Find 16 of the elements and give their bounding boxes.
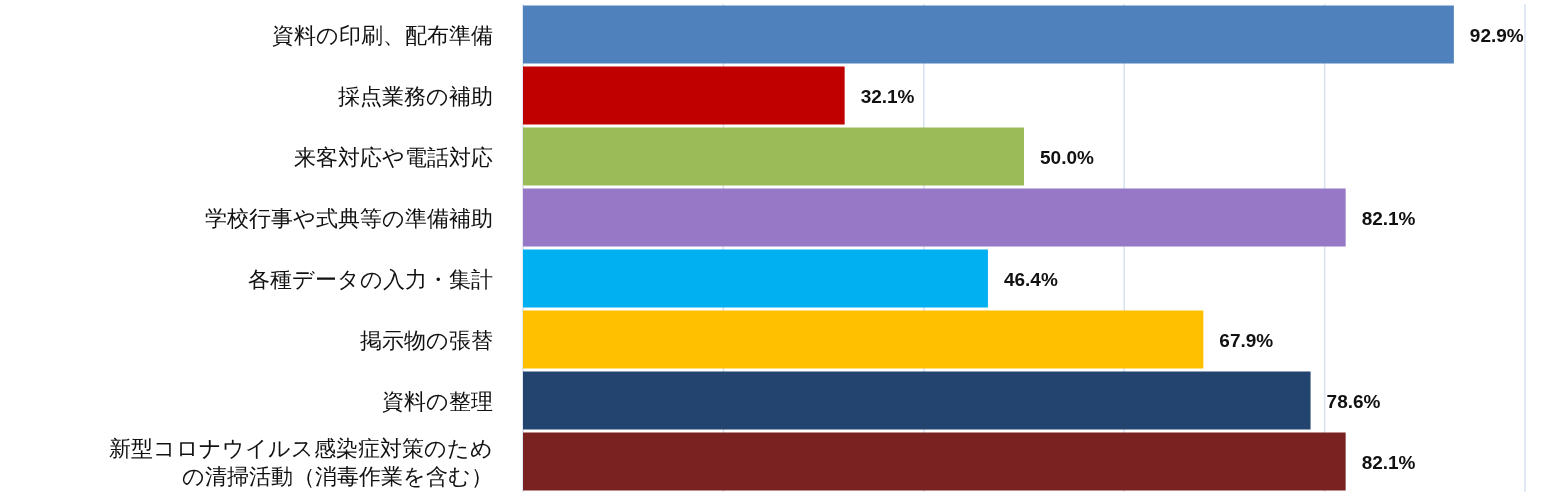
- y-tick-label: 資料の印刷、配布準備: [272, 22, 493, 48]
- data-label: 82.1%: [1361, 451, 1416, 473]
- y-tick-label: 来客対応や電話対応: [294, 144, 493, 170]
- y-tick-label: 採点業務の補助: [338, 83, 493, 109]
- data-label: 50.0%: [1040, 146, 1094, 168]
- y-tick-label: 資料の整理: [382, 388, 493, 414]
- data-label: 32.1%: [860, 85, 915, 107]
- data-label: 78.6%: [1326, 390, 1381, 412]
- data-label: 46.4%: [1003, 268, 1058, 290]
- data-label: 82.1%: [1361, 207, 1416, 229]
- data-label: 67.9%: [1219, 329, 1274, 351]
- y-tick-label: 各種データの入力・集計: [248, 266, 493, 292]
- data-label: 92.9%: [1469, 24, 1524, 46]
- y-tick-label: 新型コロナウイルス感染症対策のための清掃活動（消毒作業を含む）: [109, 435, 493, 489]
- y-tick-label: 学校行事や式典等の準備補助: [205, 205, 493, 231]
- y-tick-label: 掲示物の張替: [360, 327, 493, 353]
